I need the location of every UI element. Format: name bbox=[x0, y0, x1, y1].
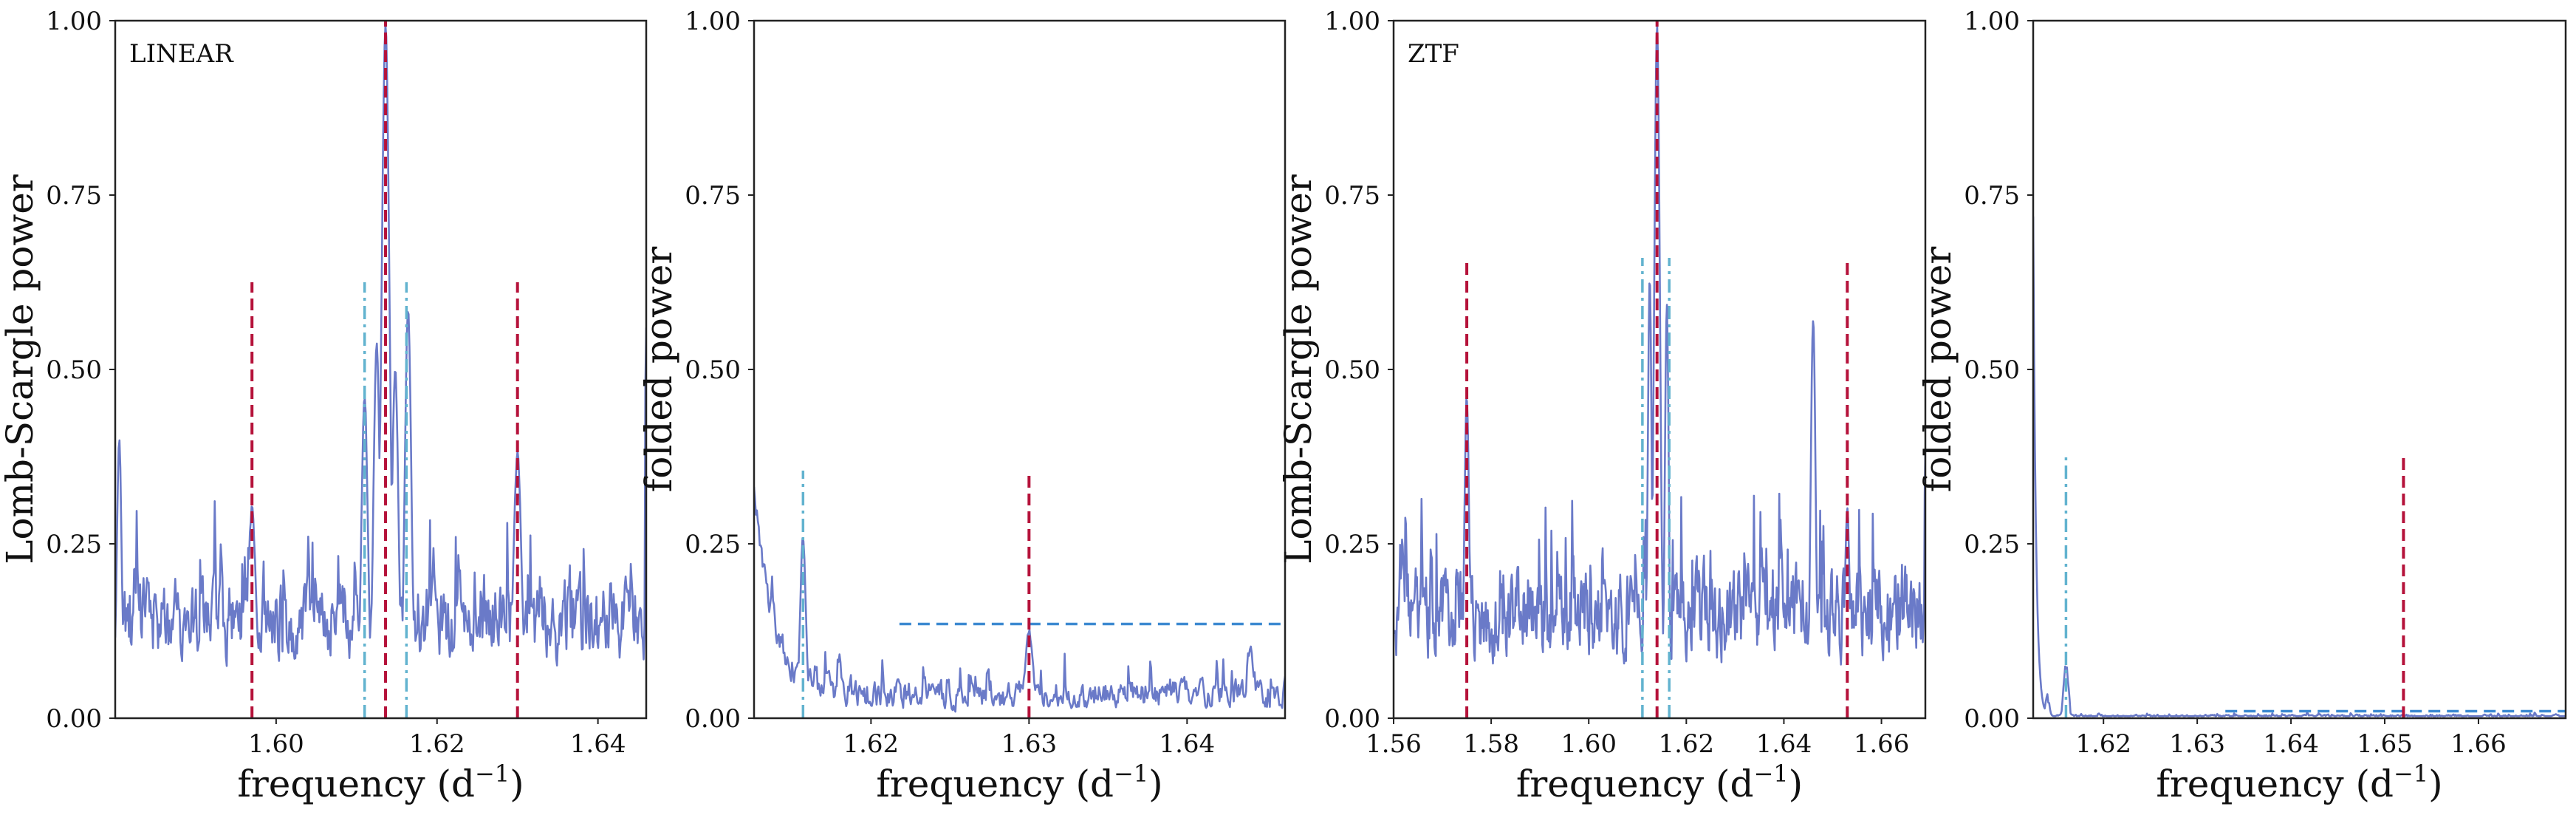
y-axis-title: folded power bbox=[637, 247, 680, 493]
x-tick-label: 1.64 bbox=[2263, 729, 2319, 759]
y-tick-label: 0.00 bbox=[1324, 704, 1380, 734]
y-tick-label: 0.75 bbox=[46, 181, 102, 211]
x-tick-label: 1.64 bbox=[1756, 729, 1812, 759]
x-tick-label: 1.62 bbox=[843, 729, 899, 759]
y-tick-label: 0.75 bbox=[685, 181, 741, 211]
axes-frame bbox=[2032, 19, 2567, 720]
y-tick-label: 0.50 bbox=[685, 355, 741, 385]
panel-1: 0.00 0.25 0.50 0.75 1.00 1.60 1.62 1.64 frequenc… bbox=[0, 7, 648, 805]
y-tick-label: 1.00 bbox=[685, 7, 741, 36]
y-tick-label: 0.75 bbox=[1324, 181, 1380, 211]
y-tick-label: 0.25 bbox=[46, 530, 102, 559]
power-series-line bbox=[754, 486, 1285, 713]
y-tick-label: 0.00 bbox=[1964, 704, 2020, 734]
x-axis-title: frequency (d−1) bbox=[2156, 760, 2442, 805]
y-axis-title: Lomb-Scargle power bbox=[0, 174, 41, 565]
y-tick-label: 0.75 bbox=[1964, 181, 2020, 211]
panel-2: 0.00 0.25 0.50 0.75 1.00 1.62 1.63 1.64frequenc… bbox=[637, 7, 1287, 805]
x-axis-title: frequency (d−1) bbox=[1516, 760, 1803, 805]
y-tick-label: 1.00 bbox=[1324, 7, 1380, 36]
panel-4: 0.00 0.25 0.50 0.75 1.00 1.62 1.63 1.64 1.65 1.66… bbox=[1916, 7, 2567, 805]
y-tick-label: 0.50 bbox=[46, 355, 102, 385]
y-tick-label: 1.00 bbox=[46, 7, 102, 36]
axes-frame bbox=[753, 19, 1287, 720]
y-axis-title: folded power bbox=[1916, 247, 1959, 493]
x-tick-label: 1.66 bbox=[1854, 729, 1910, 759]
panel-3: 0.00 0.25 0.50 0.75 1.00 1.56 1.58 1.60 1.62 1.64… bbox=[1277, 7, 1927, 805]
panel-label: LINEAR bbox=[129, 39, 234, 69]
power-series-line bbox=[2033, 216, 2566, 717]
plot-area bbox=[754, 470, 1285, 718]
x-tick-label: 1.64 bbox=[1159, 729, 1215, 759]
power-series-line bbox=[115, 24, 646, 667]
y-tick-label: 0.50 bbox=[1324, 355, 1380, 385]
y-tick-label: 0.25 bbox=[685, 530, 741, 559]
y-tick-label: 1.00 bbox=[1964, 7, 2020, 36]
plot-area bbox=[1394, 21, 1925, 718]
x-tick-label: 1.66 bbox=[2450, 729, 2507, 759]
x-tick-label: 1.56 bbox=[1366, 729, 1422, 759]
x-tick-label: 1.60 bbox=[1561, 729, 1617, 759]
x-tick-label: 1.58 bbox=[1463, 729, 1519, 759]
y-tick-label: 0.00 bbox=[685, 704, 741, 734]
x-tick-label: 1.62 bbox=[409, 729, 465, 759]
x-tick-label: 1.65 bbox=[2357, 729, 2413, 759]
plot-area bbox=[115, 21, 646, 718]
plot-area bbox=[2033, 216, 2566, 718]
y-axis-title: Lomb-Scargle power bbox=[1277, 174, 1320, 565]
y-tick-label: 0.25 bbox=[1324, 530, 1380, 559]
x-tick-label: 1.62 bbox=[2075, 729, 2131, 759]
x-axis-title: frequency (d−1) bbox=[876, 760, 1162, 805]
y-tick-label: 0.00 bbox=[46, 704, 102, 734]
power-series-line bbox=[1394, 25, 1925, 666]
y-tick-label: 0.25 bbox=[1964, 530, 2020, 559]
x-tick-label: 1.63 bbox=[2169, 729, 2225, 759]
x-tick-label: 1.63 bbox=[1001, 729, 1057, 759]
y-tick-label: 0.50 bbox=[1964, 355, 2020, 385]
x-tick-label: 1.62 bbox=[1658, 729, 1714, 759]
panel-label: ZTF bbox=[1408, 39, 1459, 69]
x-tick-label: 1.60 bbox=[248, 729, 304, 759]
x-tick-label: 1.64 bbox=[570, 729, 626, 759]
x-axis-title: frequency (d−1) bbox=[237, 760, 524, 805]
